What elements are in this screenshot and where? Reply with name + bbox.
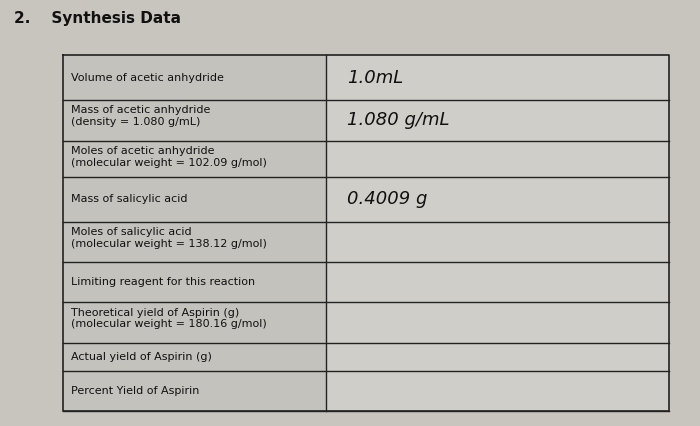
Bar [326, 343, 668, 371]
Bar [63, 302, 326, 343]
Bar [63, 343, 326, 371]
Bar [63, 100, 326, 141]
Text: (molecular weight = 180.16 g/mol): (molecular weight = 180.16 g/mol) [71, 320, 267, 329]
Bar [63, 222, 326, 262]
Text: 1.080 g/mL: 1.080 g/mL [347, 111, 450, 130]
Text: Moles of acetic anhydride: Moles of acetic anhydride [71, 146, 215, 155]
Text: 2.    Synthesis Data: 2. Synthesis Data [14, 11, 181, 26]
Bar [326, 222, 668, 262]
Bar [63, 262, 326, 302]
Text: (density = 1.080 g/mL): (density = 1.080 g/mL) [71, 117, 201, 127]
Text: Volume of acetic anhydride: Volume of acetic anhydride [71, 73, 224, 83]
Bar [63, 55, 668, 411]
Text: Mass of acetic anhydride: Mass of acetic anhydride [71, 105, 211, 115]
Bar [63, 371, 326, 411]
Bar [63, 55, 326, 100]
Text: (molecular weight = 138.12 g/mol): (molecular weight = 138.12 g/mol) [71, 239, 267, 248]
Bar [63, 141, 326, 177]
Bar [326, 100, 668, 141]
Text: Percent Yield of Aspirin: Percent Yield of Aspirin [71, 386, 200, 396]
Text: 0.4009 g: 0.4009 g [347, 190, 428, 208]
Bar [326, 55, 668, 100]
Bar [326, 302, 668, 343]
Text: Moles of salicylic acid: Moles of salicylic acid [71, 227, 192, 236]
Bar [326, 371, 668, 411]
Bar [63, 177, 326, 222]
Text: (molecular weight = 102.09 g/mol): (molecular weight = 102.09 g/mol) [71, 158, 267, 167]
Text: Mass of salicylic acid: Mass of salicylic acid [71, 194, 188, 204]
Bar [326, 262, 668, 302]
Bar [326, 177, 668, 222]
Text: Limiting reagent for this reaction: Limiting reagent for this reaction [71, 277, 256, 287]
Text: Actual yield of Aspirin (g): Actual yield of Aspirin (g) [71, 352, 212, 362]
Bar [326, 141, 668, 177]
Text: Theoretical yield of Aspirin (g): Theoretical yield of Aspirin (g) [71, 308, 239, 317]
Text: 1.0mL: 1.0mL [347, 69, 404, 87]
